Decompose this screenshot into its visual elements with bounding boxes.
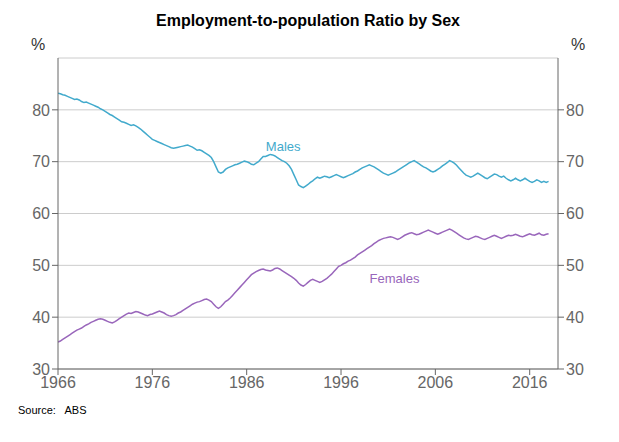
svg-text:1986: 1986: [229, 374, 265, 391]
svg-text:80: 80: [566, 102, 584, 119]
svg-text:Females: Females: [370, 271, 420, 286]
svg-text:50: 50: [566, 257, 584, 274]
svg-text:Males: Males: [266, 139, 301, 154]
svg-text:2006: 2006: [418, 374, 454, 391]
svg-text:70: 70: [32, 153, 50, 170]
svg-text:70: 70: [566, 153, 584, 170]
svg-text:1966: 1966: [40, 374, 76, 392]
svg-text:2016: 2016: [512, 374, 548, 391]
svg-text:1976: 1976: [135, 374, 171, 391]
svg-text:60: 60: [32, 205, 50, 222]
svg-text:50: 50: [32, 257, 50, 274]
svg-text:40: 40: [566, 309, 584, 326]
svg-text:80: 80: [32, 102, 50, 119]
svg-text:1996: 1996: [323, 374, 359, 391]
svg-text:%: %: [571, 36, 585, 53]
svg-text:30: 30: [566, 361, 584, 378]
html-text:Source: ABS: Source: ABS: [18, 404, 87, 416]
svg-text:%: %: [31, 36, 45, 53]
svg-text:30: 30: [32, 361, 50, 378]
svg-text:60: 60: [566, 205, 584, 222]
svg-text:40: 40: [32, 309, 50, 326]
html-text:Employment-to-population Ratio: Employment-to-population Ratio by Sex: [156, 12, 460, 29]
